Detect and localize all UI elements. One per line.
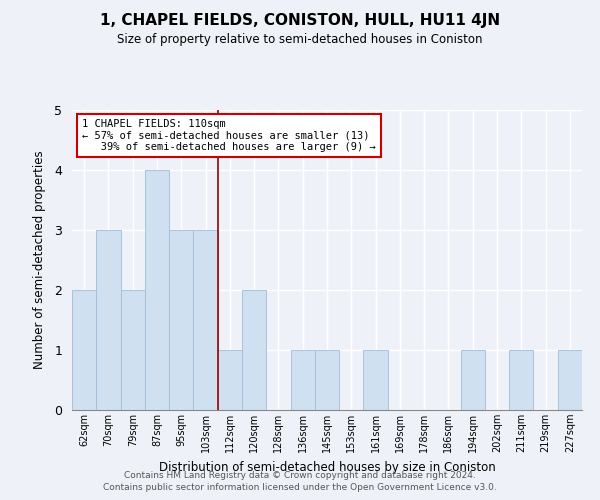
Text: Contains public sector information licensed under the Open Government Licence v3: Contains public sector information licen… bbox=[103, 484, 497, 492]
Bar bbox=[242, 290, 266, 410]
Bar bbox=[72, 290, 96, 410]
Bar bbox=[169, 230, 193, 410]
Text: Size of property relative to semi-detached houses in Coniston: Size of property relative to semi-detach… bbox=[117, 32, 483, 46]
Bar bbox=[121, 290, 145, 410]
Bar bbox=[364, 350, 388, 410]
Text: 1 CHAPEL FIELDS: 110sqm
← 57% of semi-detached houses are smaller (13)
   39% of: 1 CHAPEL FIELDS: 110sqm ← 57% of semi-de… bbox=[82, 119, 376, 152]
Bar bbox=[96, 230, 121, 410]
Bar bbox=[558, 350, 582, 410]
Bar bbox=[145, 170, 169, 410]
Bar bbox=[218, 350, 242, 410]
X-axis label: Distribution of semi-detached houses by size in Coniston: Distribution of semi-detached houses by … bbox=[158, 460, 496, 473]
Bar bbox=[315, 350, 339, 410]
Text: 1, CHAPEL FIELDS, CONISTON, HULL, HU11 4JN: 1, CHAPEL FIELDS, CONISTON, HULL, HU11 4… bbox=[100, 12, 500, 28]
Text: Contains HM Land Registry data © Crown copyright and database right 2024.: Contains HM Land Registry data © Crown c… bbox=[124, 471, 476, 480]
Bar bbox=[509, 350, 533, 410]
Y-axis label: Number of semi-detached properties: Number of semi-detached properties bbox=[33, 150, 46, 370]
Bar bbox=[290, 350, 315, 410]
Bar bbox=[193, 230, 218, 410]
Bar bbox=[461, 350, 485, 410]
